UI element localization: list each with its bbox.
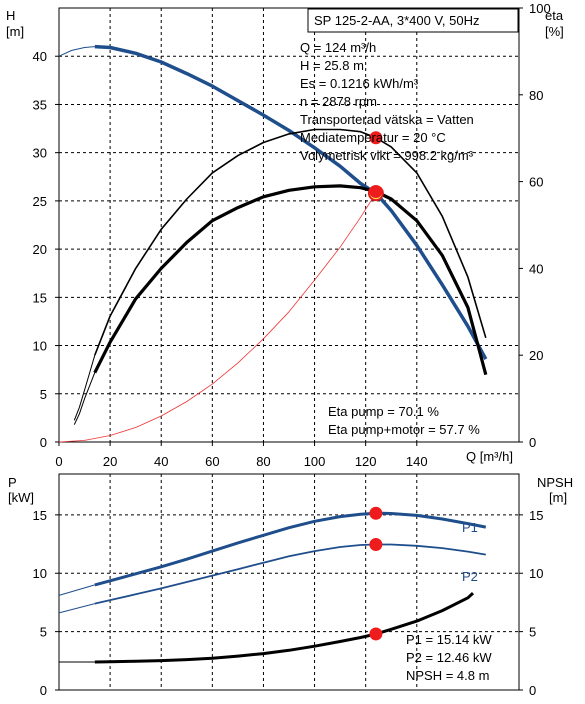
right-tick-label: 60 [529,175,543,190]
h-curve [94,44,488,360]
operating-point-markers [367,131,384,641]
left-tick-label: 35 [33,97,47,112]
left-tick-label: 30 [33,146,47,161]
left-tick-label: 25 [33,194,47,209]
chart-title: SP 125-2-AA, 3*400 V, 50Hz [314,13,480,28]
p2-value-label: P2 = 12.46 kW [406,650,492,665]
eta-pump-curve [94,128,487,356]
title-box [307,8,519,33]
x-tick-label: 100 [304,454,326,469]
x-tick-label: 40 [154,454,168,469]
left-tick-label: 5 [40,625,47,640]
left-tick-label: 10 [33,339,47,354]
bottom-left-axis-unit-kw: [kW] [8,490,34,505]
x-tick-label: 0 [55,454,62,469]
h-extension [58,46,95,57]
top-right-axis-unit-eta: eta [545,8,564,23]
info-line: H = 25.8 m [300,58,364,73]
operating-point-dot [369,627,383,641]
npsh-value-label: NPSH = 4.8 m [406,668,489,683]
x-tick-label: 20 [103,454,117,469]
info-line: Volymetrisk vikt = 998.2 kg/m³ [300,148,474,163]
right-tick-label: 20 [529,348,543,363]
curves [58,44,488,664]
operating-point-dot [369,538,383,552]
left-tick-label: 5 [40,387,47,402]
left-tick-label: 10 [33,566,47,581]
p2-curve [94,543,486,605]
right-tick-label: 0 [529,435,536,450]
eta-pump-motor-extension [73,372,96,425]
bottom-plot-frame [58,473,520,691]
left-tick-label: 0 [40,435,47,450]
top-gridlines [59,8,519,442]
bottom-right-axis-unit-m: [m] [549,490,567,505]
x-axis-label: Q [m³/h] [466,449,513,464]
top-left-axis-unit-m: [m] [6,24,24,39]
efficiency-info: Eta pump = 70.1 % Eta pump+motor = 57.7 … [328,404,480,437]
system-curve [58,192,377,443]
right-tick-label: 100 [529,1,551,16]
info-line: Transporterad vätska = Vatten [300,112,474,127]
operating-point-dot [369,131,383,145]
p1-extension [58,584,95,596]
p1-curve [94,511,487,587]
left-tick-label: 40 [33,49,47,64]
x-tick-label: 80 [256,454,270,469]
x-tick-label: 140 [406,454,428,469]
left-tick-label: 15 [33,508,47,523]
p1-value-label: P1 = 15.14 kW [406,632,492,647]
left-tick-label: 15 [33,290,47,305]
p2-series-label: P2 [462,569,478,584]
bottom-right-axis-unit-npsh: NPSH [537,475,573,490]
top-left-axis-unit-h: H [6,8,15,23]
right-tick-label: 0 [529,683,536,698]
eta-pump-motor-curve [93,184,488,376]
x-tick-label: 60 [205,454,219,469]
x-tick-label: 120 [355,454,377,469]
operating-point-dot [369,185,383,199]
npsh-curve [94,591,475,664]
eta-pump-motor-label: Eta pump+motor = 57.7 % [328,422,480,437]
p2-extension [58,603,95,614]
top-plot-frame [58,7,520,443]
right-tick-label: 40 [529,261,543,276]
operating-point-dot [369,506,383,520]
info-line: Mediatemperatur = 20 °C [300,130,446,145]
right-tick-label: 5 [529,625,536,640]
power-info: P1 = 15.14 kW P2 = 12.46 kW NPSH = 4.8 m [406,632,492,683]
tick-labels: 0 20 40 60 80 100 120 1400510152025303540020406… [33,1,551,698]
right-tick-label: 80 [529,88,543,103]
bottom-left-axis-unit-p: P [8,475,17,490]
right-tick-label: 10 [529,566,543,581]
left-tick-label: 20 [33,242,47,257]
info-line: n = 2878 rpm [300,94,377,109]
info-line: Es = 0.1216 kWh/m³ [300,76,419,91]
right-tick-label: 15 [529,508,543,523]
eta-pump-label: Eta pump = 70.1 % [328,404,439,419]
p1-series-label: P1 [462,520,478,535]
duty-point-info: Q = 124 m³/h H = 25.8 m Es = 0.1216 kWh/… [300,40,474,163]
bottom-gridlines [59,474,519,690]
left-tick-label: 0 [40,683,47,698]
info-line: Q = 124 m³/h [300,40,376,55]
eta-pump-extension [73,355,96,421]
top-right-axis-unit-pct: [%] [545,24,564,39]
